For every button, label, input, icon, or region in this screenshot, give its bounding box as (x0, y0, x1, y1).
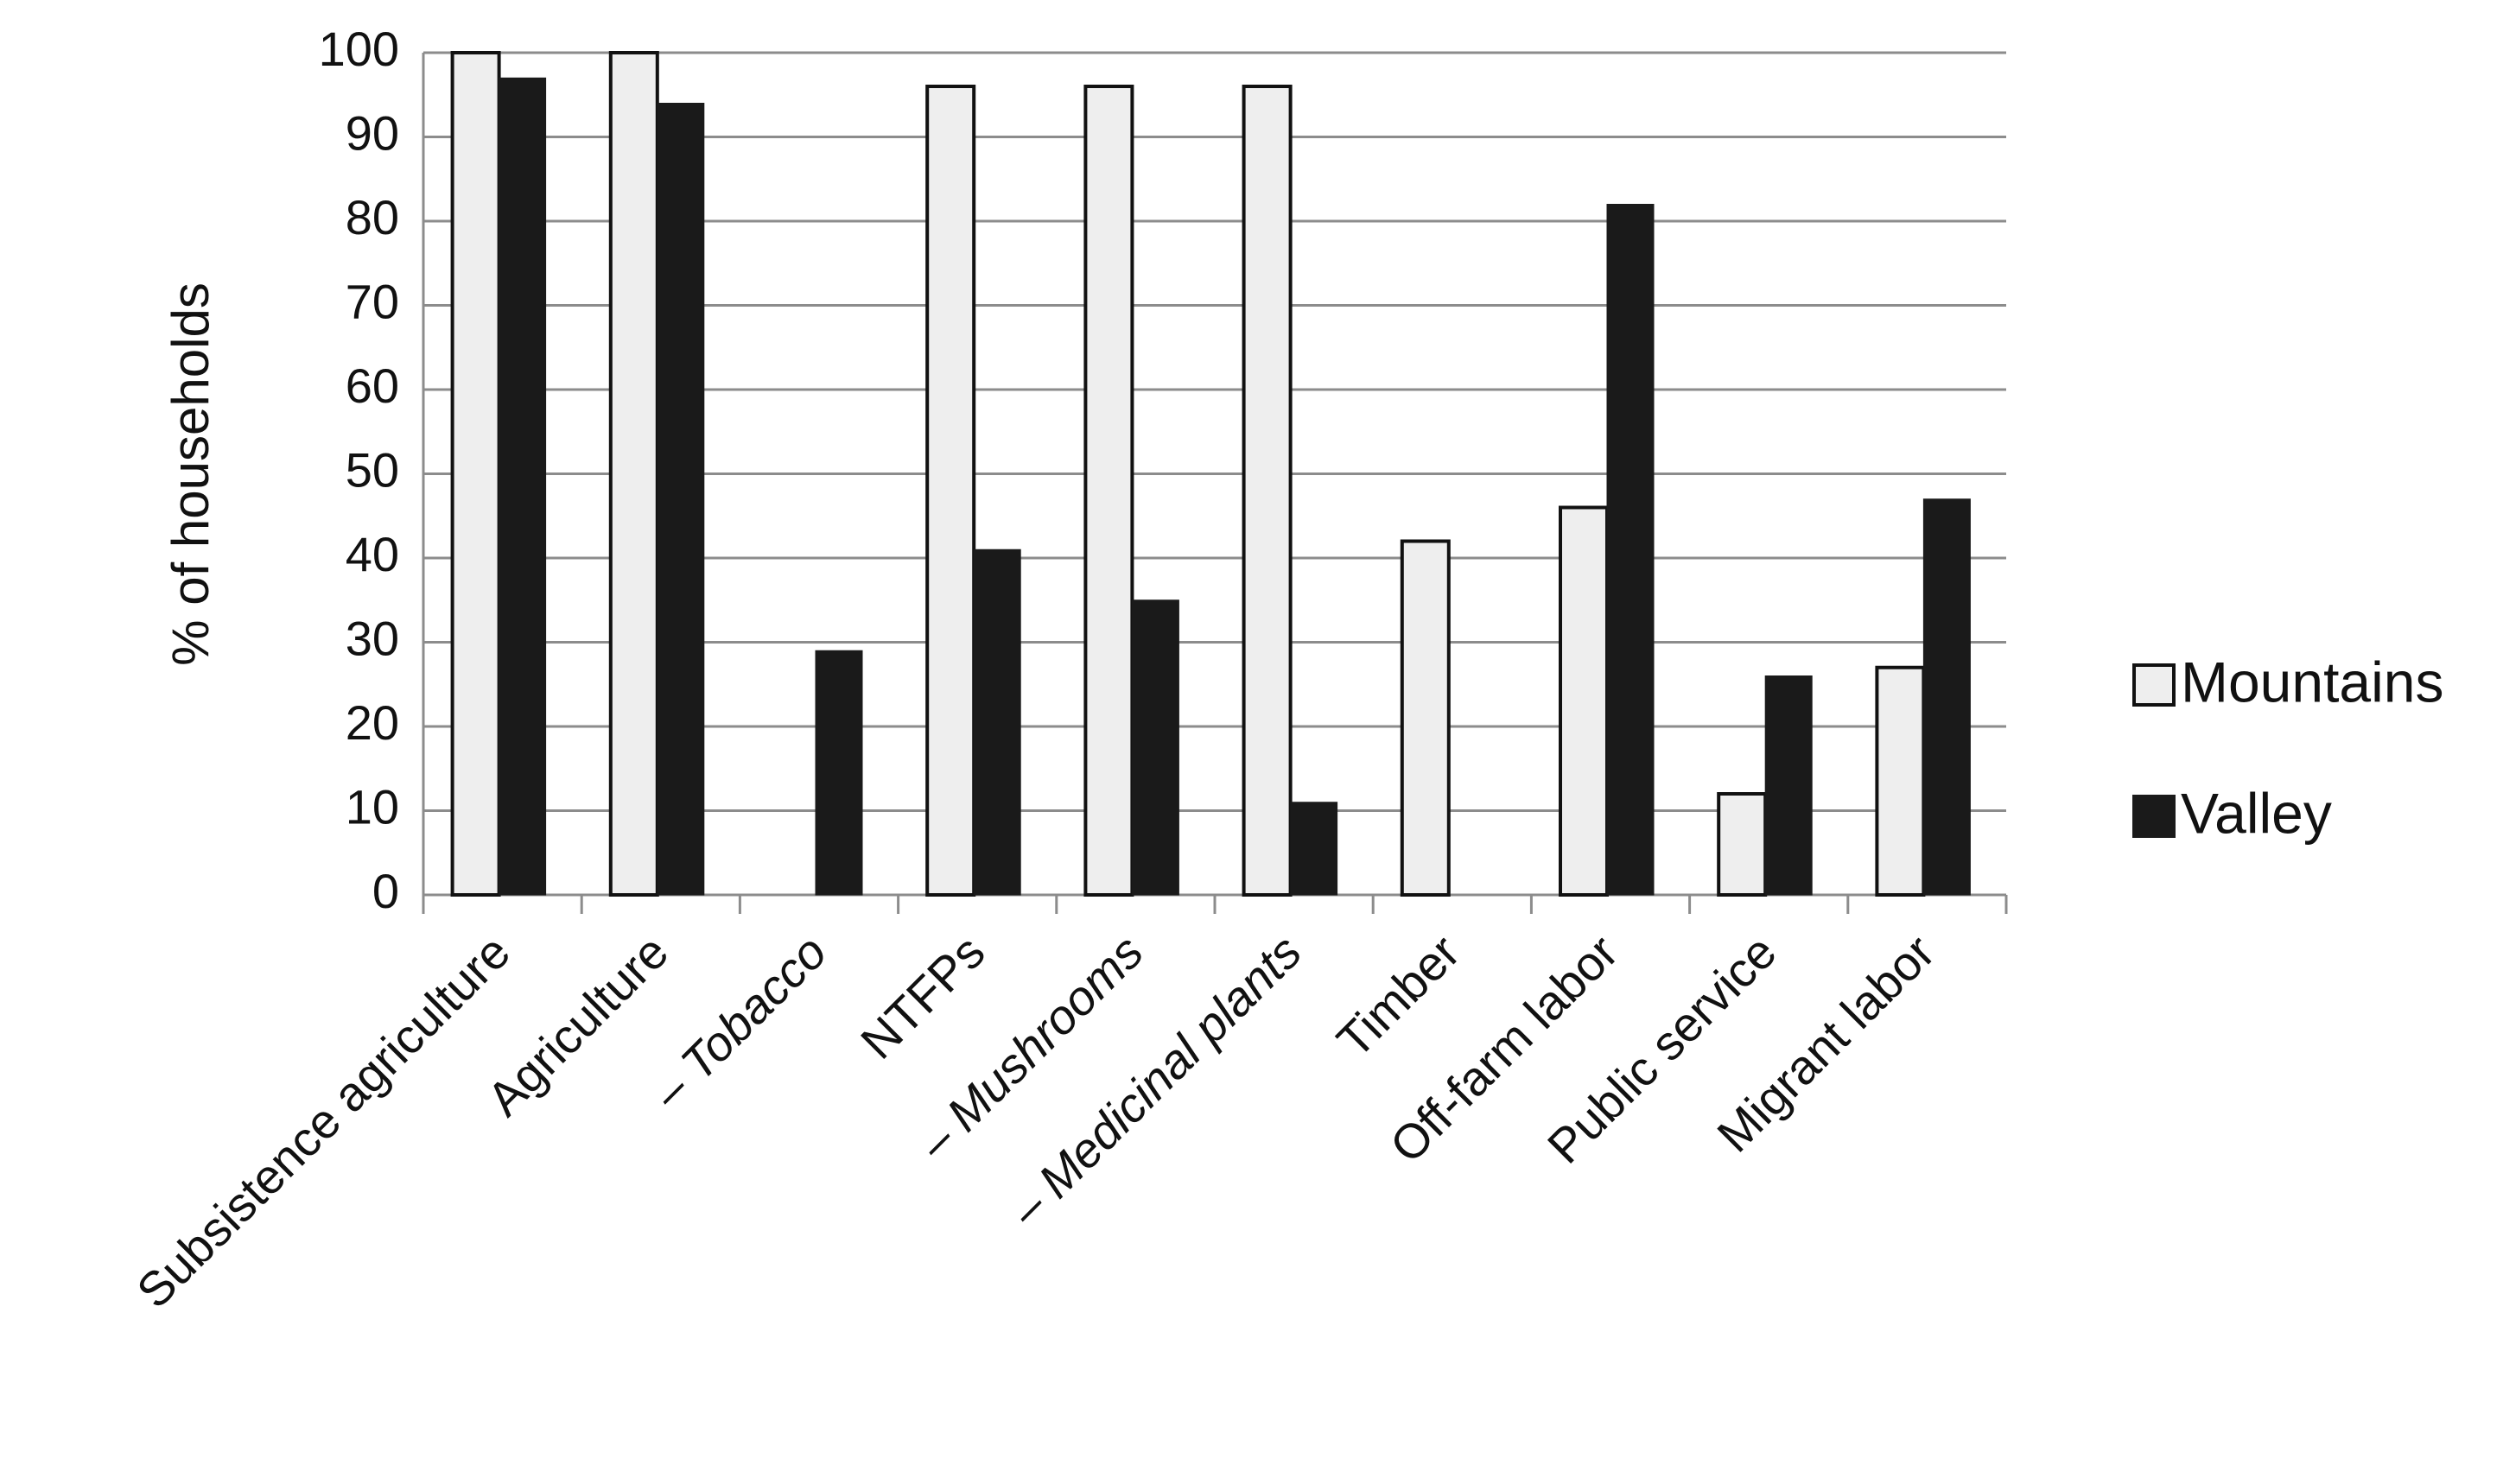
legend-swatch (2132, 795, 2176, 838)
bar (450, 51, 501, 897)
x-tick-label: – Tobacco (641, 924, 837, 1120)
bar (973, 549, 1021, 896)
y-tick-label: 10 (346, 779, 399, 834)
y-tick-label: 0 (372, 864, 399, 918)
bar (657, 103, 705, 896)
bar (1922, 498, 1971, 896)
y-axis-title: % of households (162, 282, 219, 666)
bar (1131, 599, 1179, 896)
legend-swatch (2132, 663, 2176, 707)
legend-label: Mountains (2181, 650, 2444, 713)
y-tick-label: 70 (346, 274, 399, 328)
legend-label: Valley (2181, 781, 2332, 845)
y-tick-label: 30 (346, 611, 399, 665)
bar (1764, 675, 1813, 896)
y-tick-label: 40 (346, 527, 399, 581)
bar (1242, 85, 1293, 897)
y-tick-label: 50 (346, 442, 399, 497)
y-tick-label: 90 (346, 105, 399, 160)
bar (1400, 539, 1451, 897)
bar (1875, 665, 1926, 897)
x-tick-label: – Medicinal plants (999, 924, 1312, 1237)
bar (499, 77, 547, 896)
bar (815, 650, 863, 896)
x-tick-label: Subsistence agriculture (126, 924, 520, 1318)
bar (1717, 792, 1768, 897)
bar (1083, 85, 1134, 897)
x-tick-label: Timber (1326, 924, 1470, 1068)
bar (1290, 802, 1338, 896)
bar (608, 51, 659, 897)
bar (1606, 204, 1655, 896)
y-tick-label: 80 (346, 190, 399, 244)
y-tick-label: 60 (346, 358, 399, 413)
y-tick-label: 100 (319, 22, 399, 76)
bar (1559, 505, 1609, 897)
bar (925, 85, 976, 897)
y-tick-label: 20 (346, 695, 399, 750)
x-tick-label: NTFPs (850, 924, 995, 1069)
